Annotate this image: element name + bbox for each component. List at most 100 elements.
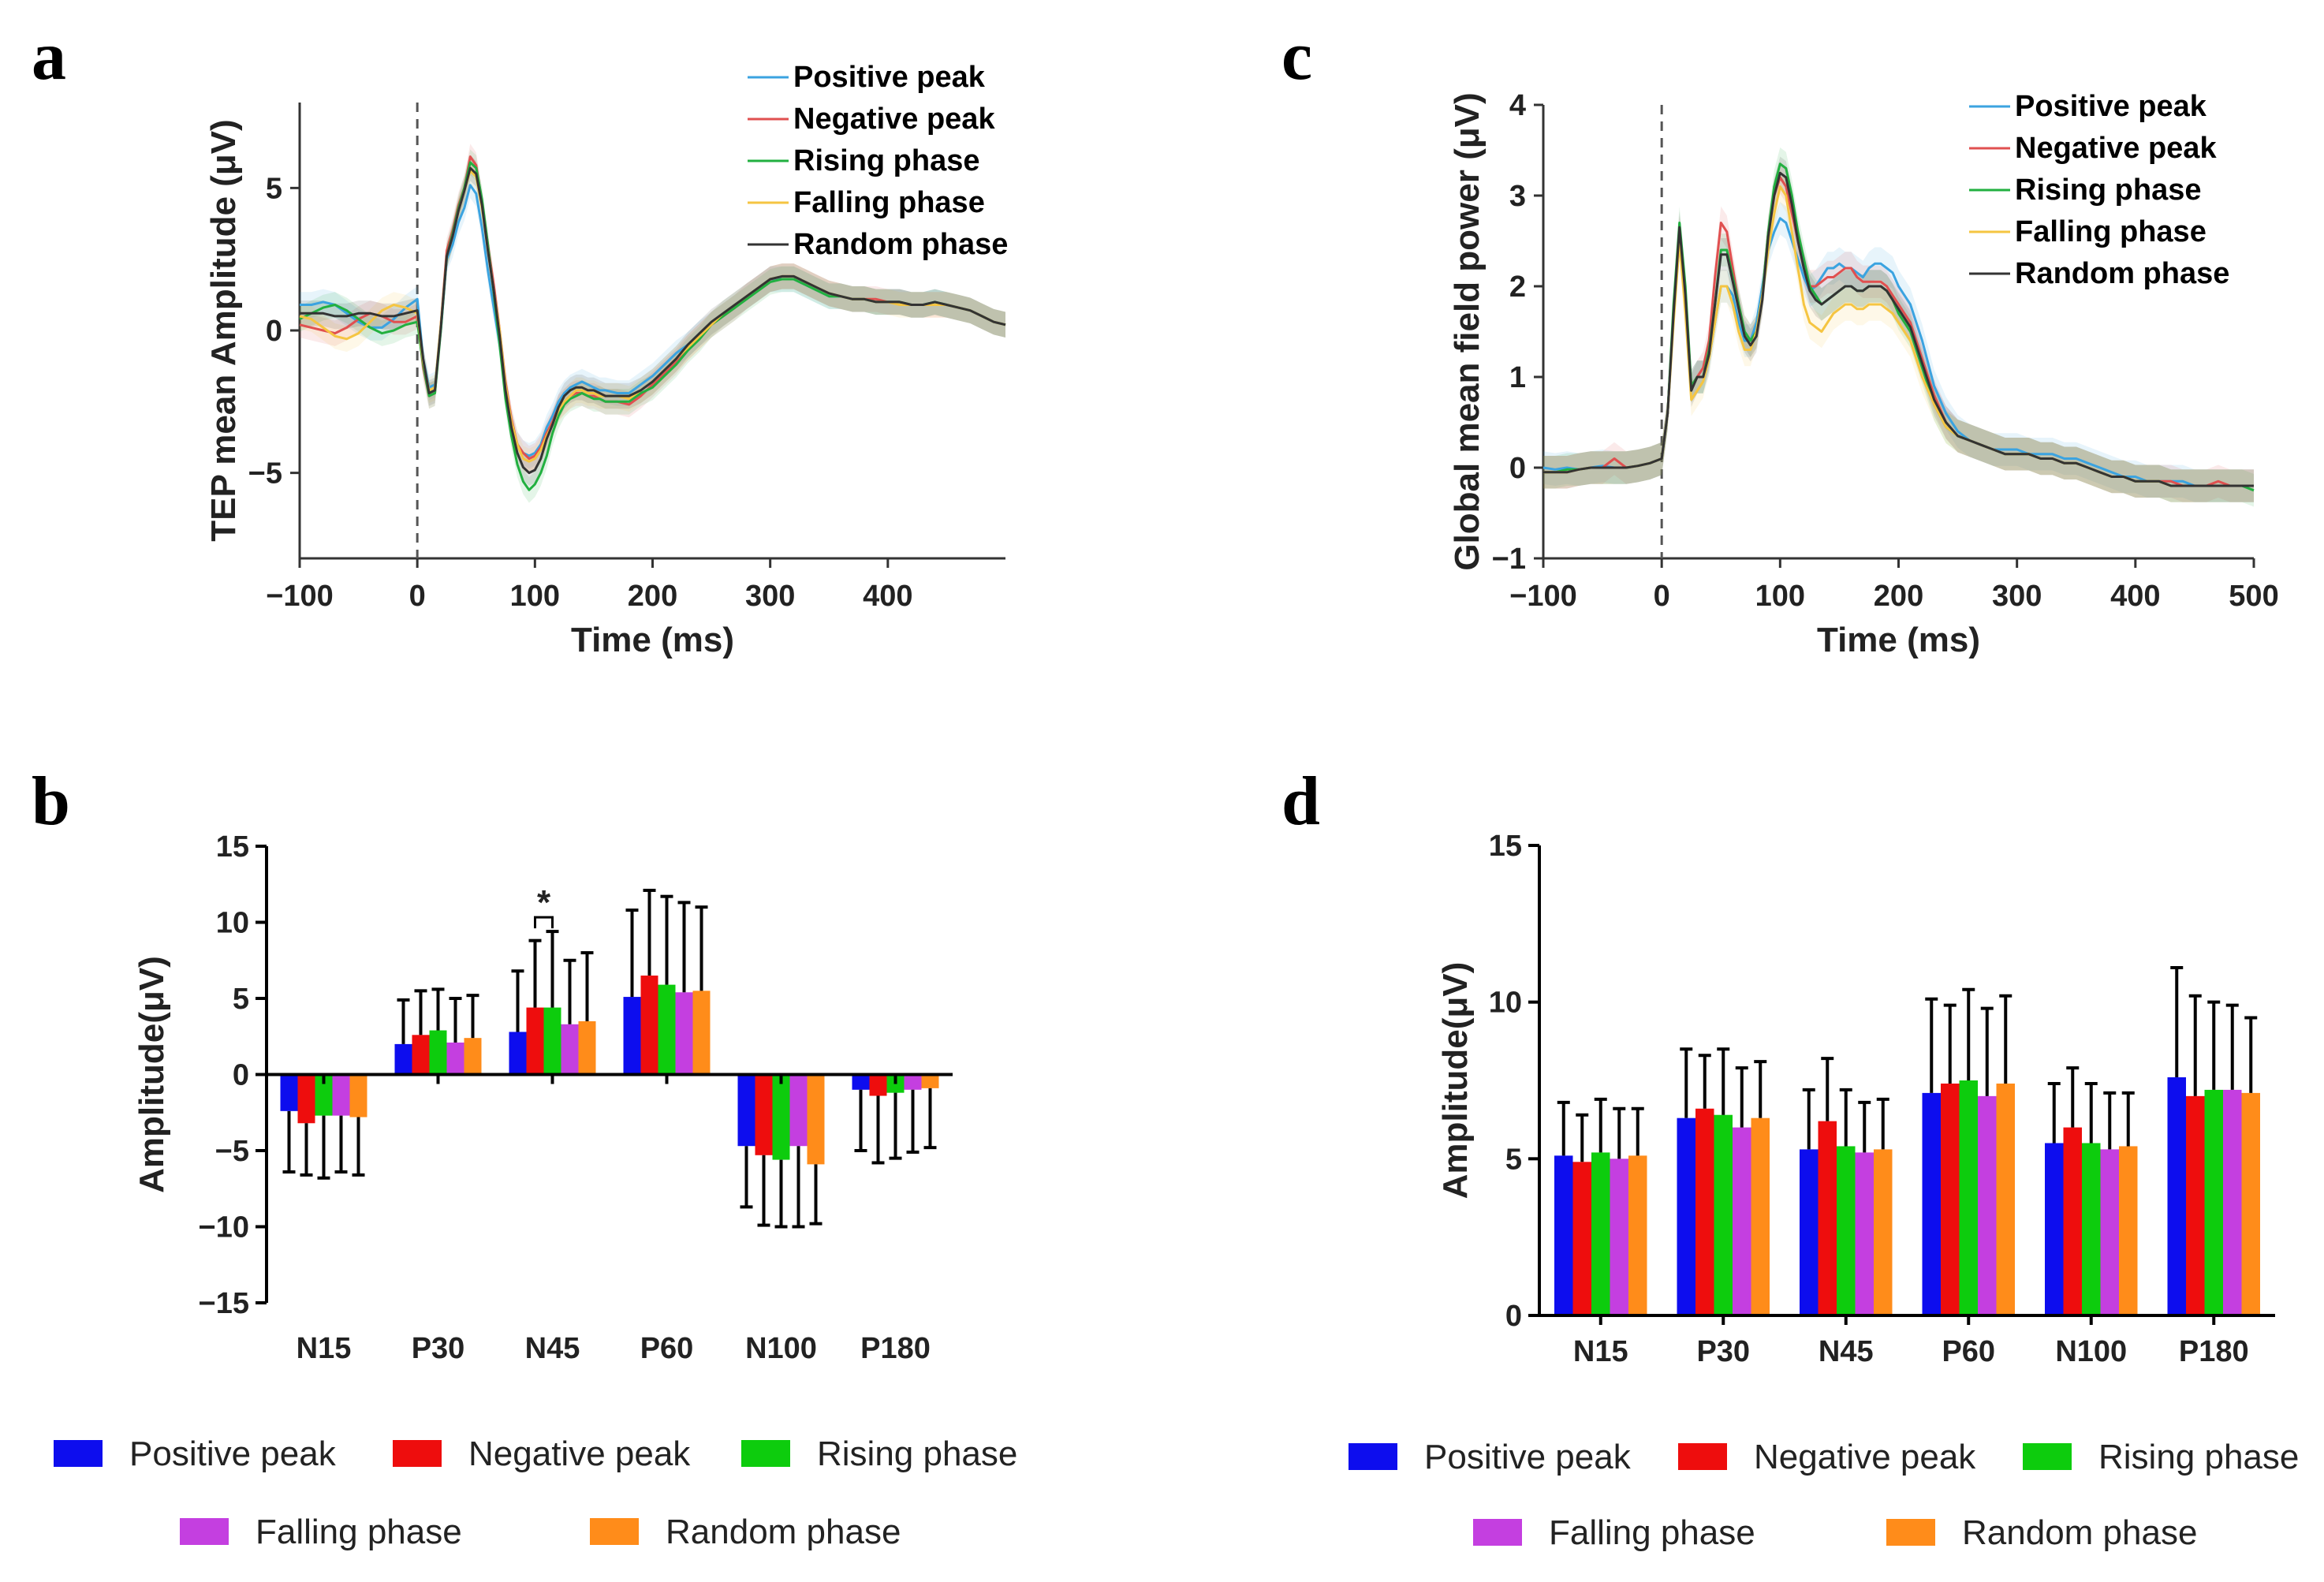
bar (1978, 1095, 1997, 1315)
legend-label: Random phase (1962, 1513, 2197, 1552)
category-label: N100 (2055, 1335, 2127, 1368)
y-tick-label: −10 (199, 1211, 249, 1244)
bar (2223, 1089, 2242, 1315)
series-band (1543, 170, 2254, 502)
bar (658, 984, 676, 1075)
chart-b: N15 P30 N45 P60 N100 P180 −15 −10 −5 0 5 10 15 Amplit… (54, 830, 1017, 1551)
y-tick-label: −5 (215, 1135, 249, 1168)
bar (1922, 1092, 1941, 1315)
y-axis-label: TEP mean Amplitude (μV) (204, 119, 243, 541)
category-label: P30 (412, 1332, 465, 1365)
y-tick-label: 15 (1489, 830, 1522, 863)
y-tick-label: 2 (1509, 271, 1526, 304)
bar (526, 1007, 544, 1075)
y-tick-label: 5 (1505, 1143, 1522, 1176)
x-tick-label: 200 (1874, 580, 1923, 613)
bar (429, 1030, 447, 1075)
chart-c: −100 0 100 200 300 400 500 −1 0 1 2 3 4 Time (ms) Glob… (1448, 89, 2279, 659)
x-axis-label: Time (ms) (1817, 621, 1980, 659)
y-tick-label: 15 (216, 830, 249, 864)
category-label: P60 (1942, 1335, 1995, 1368)
legend-label: Positive peak (2015, 90, 2207, 123)
bar (1855, 1152, 1874, 1315)
legend-label: Rising phase (2015, 173, 2202, 207)
legend-label: Falling phase (793, 186, 985, 219)
panel-label-a: a (32, 18, 66, 95)
x-tick-label: 400 (863, 580, 912, 613)
bar (921, 1074, 939, 1088)
bar (852, 1074, 870, 1090)
legend-label: Random phase (666, 1513, 901, 1551)
significance-bracket (534, 916, 554, 929)
bar (2204, 1089, 2223, 1315)
legend-swatch (393, 1440, 442, 1467)
series-band (1543, 156, 2254, 502)
y-tick-label: 0 (1505, 1300, 1522, 1333)
y-tick-label: 10 (216, 907, 249, 940)
bar (1751, 1117, 1770, 1315)
bar (772, 1074, 790, 1160)
y-axis-label: Amplitude(μV) (132, 956, 171, 1193)
legend-label: Negative peak (1754, 1438, 1976, 1476)
x-tick-label: 100 (510, 580, 560, 613)
category-label: N100 (745, 1332, 817, 1365)
legend-label: Falling phase (256, 1513, 462, 1551)
bar (578, 1020, 596, 1075)
y-tick-label: 0 (266, 315, 282, 348)
category-label: N45 (1819, 1335, 1874, 1368)
bar (2186, 1095, 2205, 1315)
bar (1591, 1152, 1610, 1315)
x-tick-label: 300 (1992, 580, 2042, 613)
bar (315, 1074, 333, 1116)
significance-marker: * (537, 883, 551, 922)
bar (2082, 1143, 2101, 1315)
y-tick-label: −15 (199, 1287, 249, 1320)
bar (807, 1074, 825, 1165)
bar (1554, 1155, 1573, 1315)
legend-swatch (2023, 1443, 2072, 1470)
bar (1818, 1121, 1837, 1315)
bar (1941, 1083, 1960, 1315)
bar (1628, 1155, 1647, 1315)
bar (789, 1074, 808, 1147)
bar (2063, 1127, 2082, 1315)
bar (412, 1035, 430, 1075)
series-band (1543, 202, 2254, 502)
y-tick-label: 0 (1509, 452, 1526, 485)
bar (464, 1038, 482, 1075)
legend-swatch (1473, 1519, 1522, 1546)
bar (869, 1074, 887, 1096)
legend-label: Positive peak (793, 61, 986, 94)
category-label: N45 (525, 1332, 580, 1365)
bar (1695, 1108, 1714, 1315)
category-label: N15 (297, 1332, 352, 1365)
legend-label: Rising phase (793, 144, 980, 177)
chart-a: −100 0 100 200 300 400 −5 0 5 Time (ms) TEP mean A… (204, 61, 1008, 659)
legend-swatch (1678, 1443, 1727, 1470)
bar (1874, 1149, 1893, 1315)
legend-label: Rising phase (817, 1435, 1017, 1473)
category-label: P60 (640, 1332, 694, 1365)
bar (755, 1074, 773, 1155)
bar (675, 992, 693, 1075)
bar (1714, 1114, 1733, 1315)
bar (692, 991, 711, 1075)
x-tick-label: −100 (266, 580, 334, 613)
y-tick-label: 10 (1489, 987, 1522, 1020)
bar (1800, 1149, 1819, 1315)
chart-d: N15 P30 N45 P60 N100 P180 0 5 10 15 Amplitude(μV) P… (1349, 830, 2299, 1552)
x-tick-label: 400 (2110, 580, 2160, 613)
x-axis-label: Time (ms) (571, 621, 734, 659)
legend-swatch (590, 1518, 639, 1545)
x-tick-label: −100 (1509, 580, 1577, 613)
category-label: N15 (1573, 1335, 1628, 1368)
y-tick-label: 0 (233, 1059, 249, 1092)
bar (509, 1032, 527, 1075)
y-axis-label: Global mean field power (μV) (1448, 92, 1487, 570)
bar (297, 1074, 315, 1124)
legend-label: Random phase (793, 228, 1008, 261)
bar (1610, 1159, 1628, 1315)
panel-label-d: d (1281, 763, 1320, 840)
legend-label: Random phase (2015, 257, 2229, 290)
legend-label: Negative peak (793, 103, 995, 136)
